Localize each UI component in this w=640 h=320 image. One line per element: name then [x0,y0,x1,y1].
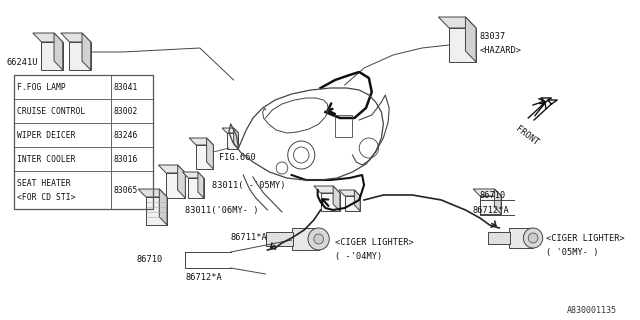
Text: 66241U: 66241U [6,58,38,67]
Bar [292,228,319,250]
Text: 86710: 86710 [137,255,163,265]
Polygon shape [227,133,239,149]
Text: 83246: 83246 [114,131,138,140]
Polygon shape [198,172,204,198]
Polygon shape [465,17,476,62]
Polygon shape [189,138,213,145]
Polygon shape [207,138,213,169]
Text: <FOR CD STI>: <FOR CD STI> [17,193,76,202]
Bar [335,115,353,137]
Bar [15,147,111,171]
Bar [15,75,154,209]
Polygon shape [178,165,186,198]
Polygon shape [61,33,91,42]
Bar [509,228,533,248]
Polygon shape [138,189,167,197]
Bar [111,99,154,123]
Text: CRUISE CONTROL: CRUISE CONTROL [17,107,86,116]
Polygon shape [70,42,91,70]
Polygon shape [33,33,63,42]
Polygon shape [54,33,63,70]
Text: A830001135: A830001135 [567,306,617,315]
Polygon shape [321,193,340,211]
Polygon shape [166,173,186,198]
Bar [15,99,111,123]
Text: <CIGER LIGHTER>: <CIGER LIGHTER> [335,237,414,246]
Circle shape [308,228,329,250]
Bar [111,123,154,147]
Text: FRONT: FRONT [514,124,540,147]
Polygon shape [333,186,340,211]
Circle shape [528,233,538,243]
Text: 86712*A: 86712*A [186,274,222,283]
Polygon shape [188,178,204,198]
Text: ( '05MY- ): ( '05MY- ) [546,247,598,257]
Text: FIG.660: FIG.660 [219,153,256,162]
Bar [111,75,154,99]
Polygon shape [355,190,360,211]
Text: SEAT HEATER: SEAT HEATER [17,179,71,188]
Text: 86710: 86710 [480,190,506,199]
Text: 83002: 83002 [114,107,138,116]
Polygon shape [438,17,476,28]
Polygon shape [42,42,63,70]
Text: 86711*A: 86711*A [231,233,268,242]
Text: <HAZARD>: <HAZARD> [480,45,522,54]
Text: <CIGER LIGHTER>: <CIGER LIGHTER> [546,234,625,243]
Bar [266,232,292,246]
Polygon shape [196,145,213,169]
Bar [15,171,111,209]
Text: 83065: 83065 [114,186,138,195]
Polygon shape [449,28,476,62]
Polygon shape [339,190,360,196]
Polygon shape [480,196,501,214]
Bar [111,171,154,209]
Circle shape [314,234,323,244]
Polygon shape [345,196,360,211]
Text: INTER COOLER: INTER COOLER [17,155,76,164]
Polygon shape [314,186,340,193]
Text: ( -'04MY): ( -'04MY) [335,252,382,261]
Polygon shape [473,189,501,196]
Text: 83011( -'05MY): 83011( -'05MY) [212,180,286,189]
Polygon shape [495,189,501,214]
Polygon shape [182,172,204,178]
Polygon shape [234,128,239,149]
Bar [15,123,111,147]
Bar [111,147,154,171]
Text: 83037: 83037 [480,31,506,41]
Bar [15,75,111,99]
Polygon shape [146,197,167,225]
Bar [488,232,510,244]
Text: WIPER DEICER: WIPER DEICER [17,131,76,140]
Polygon shape [82,33,91,70]
Circle shape [524,228,543,248]
Text: 86712*A: 86712*A [472,205,509,214]
Text: F.FOG LAMP: F.FOG LAMP [17,83,66,92]
Text: 83041: 83041 [114,83,138,92]
Polygon shape [159,189,167,225]
Polygon shape [222,128,239,133]
Text: 83011('06MY- ): 83011('06MY- ) [186,205,259,214]
Polygon shape [158,165,186,173]
Text: 83016: 83016 [114,155,138,164]
